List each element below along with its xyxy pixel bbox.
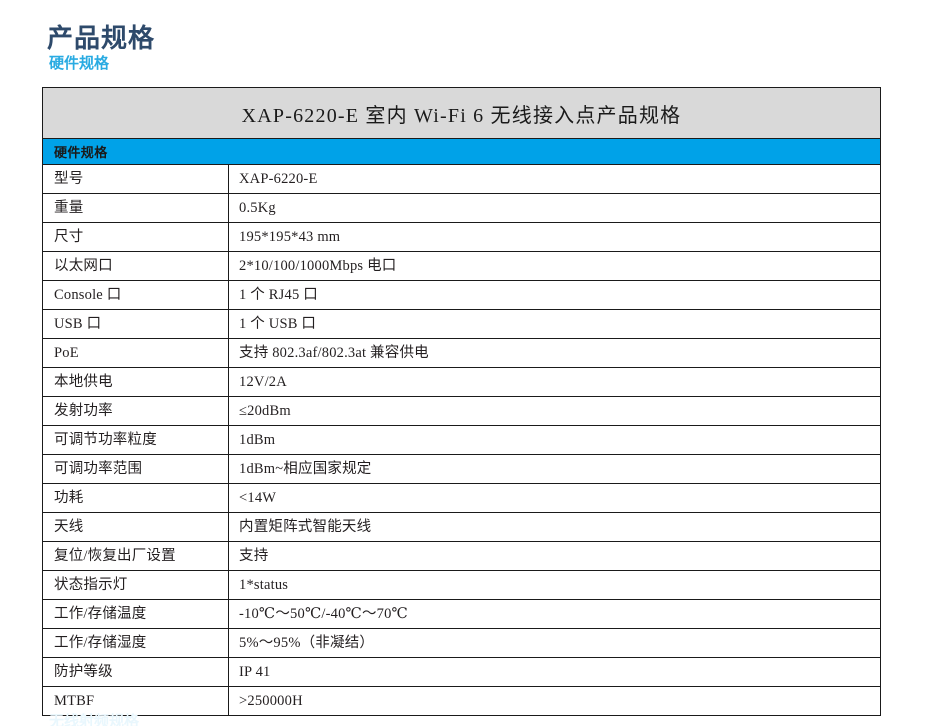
table-row: 尺寸 195*195*43 mm [42,222,882,252]
table-row: 本地供电 12V/2A [42,367,882,397]
spec-label: 可调节功率粒度 [42,425,229,455]
spec-label: 功耗 [42,483,229,513]
spec-value: <14W [227,483,882,513]
table-row: 工作/存储温度 -10℃～50℃/-40℃～70℃ [42,599,882,629]
spec-value: 2*10/100/1000Mbps 电口 [227,251,882,281]
spec-label: USB 口 [42,309,229,339]
table-row: 可调节功率粒度 1dBm [42,425,882,455]
spec-value: IP 41 [227,657,882,687]
spec-label: 复位/恢复出厂设置 [42,541,229,571]
spec-value: 支持 [227,541,882,571]
spec-value: 1*status [227,570,882,600]
section-heading-hardware-spec: 硬件规格 [49,55,110,72]
table-row: PoE 支持 802.3af/802.3at 兼容供电 [42,338,882,368]
spec-label: PoE [42,338,229,368]
table-row: 状态指示灯 1*status [42,570,882,600]
spec-label: 发射功率 [42,396,229,426]
table-category-row: 硬件规格 [41,138,882,165]
spec-label: MTBF [42,686,229,716]
table-row: 可调功率范围 1dBm~相应国家规定 [42,454,882,484]
category-label-cell: 硬件规格 [41,138,882,165]
spec-value: XAP-6220-E [227,164,882,194]
spec-value: 支持 802.3af/802.3at 兼容供电 [227,338,882,368]
spec-value: 5%～95%（非凝结） [227,628,882,658]
table-title-row: XAP-6220-E 室内 Wi-Fi 6 无线接入点产品规格 [41,87,882,139]
spec-label: 防护等级 [42,657,229,687]
spec-value: 1dBm~相应国家规定 [227,454,882,484]
next-section-heading: 无线射频规格 [49,713,140,726]
spec-value: 1 个 RJ45 口 [227,280,882,310]
table-row: 天线 内置矩阵式智能天线 [42,512,882,542]
hardware-spec-table: XAP-6220-E 室内 Wi-Fi 6 无线接入点产品规格 硬件规格 型号 X… [41,87,882,716]
spec-label: 状态指示灯 [42,570,229,600]
spec-value: ≤20dBm [227,396,882,426]
table-row: 防护等级 IP 41 [42,657,882,687]
table-row: 工作/存储湿度 5%～95%（非凝结） [42,628,882,658]
table-row: MTBF >250000H [42,686,882,716]
table-row: 重量 0.5Kg [42,193,882,223]
spec-label: 本地供电 [42,367,229,397]
spec-value: 12V/2A [227,367,882,397]
table-row: 型号 XAP-6220-E [42,164,882,194]
spec-table-body: XAP-6220-E 室内 Wi-Fi 6 无线接入点产品规格 硬件规格 型号 X… [41,87,882,716]
hardware-spec-table-container: XAP-6220-E 室内 Wi-Fi 6 无线接入点产品规格 硬件规格 型号 X… [41,87,882,716]
spec-value: -10℃～50℃/-40℃～70℃ [227,599,882,629]
page-title: 产品规格 [47,23,156,54]
spec-value: 0.5Kg [227,193,882,223]
spec-value: >250000H [227,686,882,716]
table-row: 以太网口 2*10/100/1000Mbps 电口 [42,251,882,281]
spec-label: 工作/存储湿度 [42,628,229,658]
spec-value: 1dBm [227,425,882,455]
spec-value: 1 个 USB 口 [227,309,882,339]
spec-label: 重量 [42,193,229,223]
table-title-cell: XAP-6220-E 室内 Wi-Fi 6 无线接入点产品规格 [41,87,882,139]
spec-label: Console 口 [42,280,229,310]
spec-label: 型号 [42,164,229,194]
table-row: 发射功率 ≤20dBm [42,396,882,426]
spec-label: 尺寸 [42,222,229,252]
spec-label: 以太网口 [42,251,229,281]
spec-value: 内置矩阵式智能天线 [227,512,882,542]
table-row: 功耗 <14W [42,483,882,513]
spec-label: 可调功率范围 [42,454,229,484]
table-row: 复位/恢复出厂设置 支持 [42,541,882,571]
spec-label: 工作/存储温度 [42,599,229,629]
spec-value: 195*195*43 mm [227,222,882,252]
spec-label: 天线 [42,512,229,542]
